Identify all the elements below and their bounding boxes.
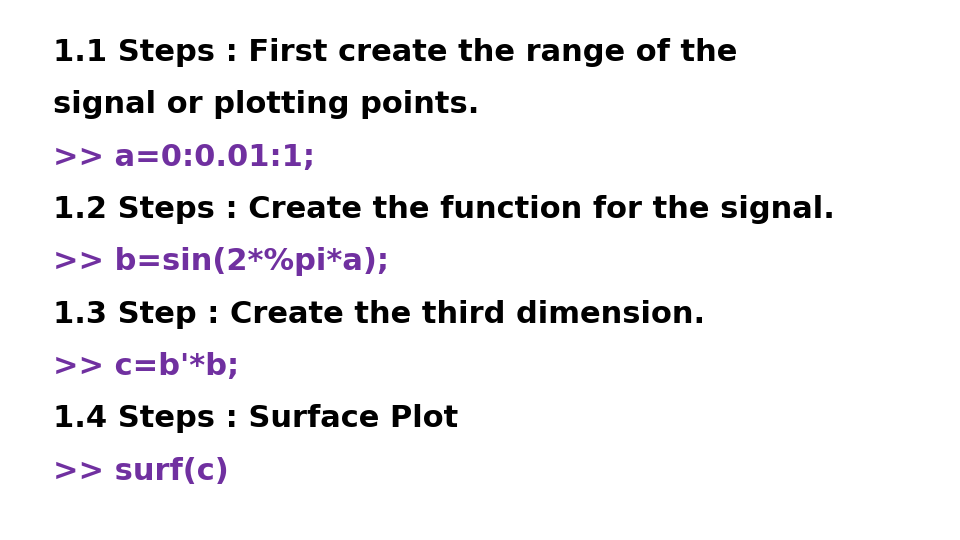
Text: 1.4 Steps : Surface Plot: 1.4 Steps : Surface Plot	[53, 404, 458, 434]
Text: >> surf(c): >> surf(c)	[53, 457, 228, 486]
Text: >> a=0:0.01:1;: >> a=0:0.01:1;	[53, 143, 315, 172]
Text: 1.1 Steps : First create the range of the: 1.1 Steps : First create the range of th…	[53, 38, 737, 67]
Text: >> c=b'*b;: >> c=b'*b;	[53, 352, 239, 381]
Text: 1.3 Step : Create the third dimension.: 1.3 Step : Create the third dimension.	[53, 300, 705, 329]
Text: 1.2 Steps : Create the function for the signal.: 1.2 Steps : Create the function for the …	[53, 195, 834, 224]
Text: signal or plotting points.: signal or plotting points.	[53, 90, 479, 119]
Text: >> b=sin(2*%pi*a);: >> b=sin(2*%pi*a);	[53, 247, 389, 276]
